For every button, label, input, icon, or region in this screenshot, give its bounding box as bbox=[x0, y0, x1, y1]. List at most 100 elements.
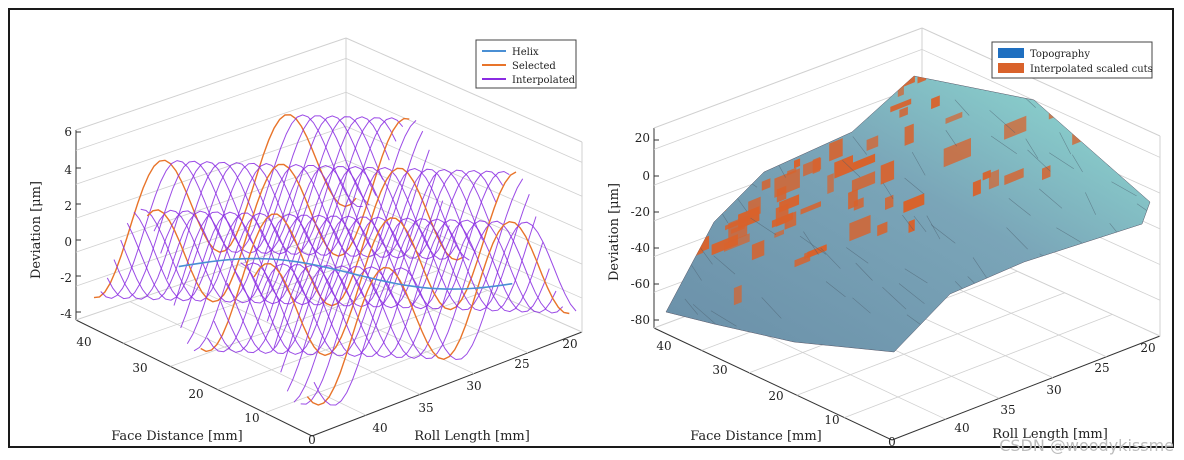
x-tick-label: 30 bbox=[712, 363, 727, 377]
cut-patch bbox=[800, 201, 821, 215]
cut-patch bbox=[1103, 12, 1131, 37]
x-tick-label: 40 bbox=[656, 339, 671, 353]
grid-line bbox=[345, 227, 583, 333]
legend: Helix Selected Interpolated bbox=[475, 39, 577, 89]
surface-streak bbox=[951, 293, 977, 316]
cut-patch bbox=[704, 52, 714, 65]
surface-streak bbox=[710, 310, 737, 327]
cut-patch bbox=[800, 12, 816, 14]
cut-patch bbox=[760, 152, 774, 162]
surface-streak bbox=[692, 304, 718, 327]
surface-streak bbox=[1006, 227, 1028, 250]
interpolated-profile-line bbox=[133, 117, 397, 302]
surface-streak bbox=[1116, 120, 1132, 138]
surface-streak bbox=[1027, 149, 1051, 172]
selected-profile-line bbox=[146, 117, 410, 303]
axis-line bbox=[75, 319, 313, 437]
cut-patch bbox=[1075, 14, 1099, 34]
surface-streak bbox=[713, 255, 736, 275]
cut-patch bbox=[731, 224, 745, 234]
surface-streak bbox=[1106, 330, 1119, 352]
cut-patch bbox=[865, 12, 884, 18]
cut-patch bbox=[774, 229, 785, 238]
interpolated-profile-line bbox=[173, 165, 437, 306]
z-tick-label: 6 bbox=[64, 125, 72, 139]
grid-line bbox=[345, 159, 583, 265]
cut-patch bbox=[947, 24, 967, 38]
interpolated-profile-line bbox=[293, 220, 557, 403]
surface-streak bbox=[1025, 138, 1039, 159]
cut-patch bbox=[705, 76, 721, 94]
z-tick-label: 0 bbox=[64, 235, 72, 249]
cut-patch bbox=[797, 88, 809, 109]
cut-patch bbox=[1041, 12, 1062, 33]
surface-streak bbox=[904, 268, 928, 284]
watermark-text: CSDN @woodykissme bbox=[999, 436, 1174, 455]
grid-line bbox=[921, 27, 1161, 137]
profile-lines bbox=[93, 114, 577, 406]
cut-patch bbox=[751, 239, 765, 261]
grid-line bbox=[75, 57, 347, 151]
cut-patch bbox=[724, 24, 747, 38]
cut-patch bbox=[1043, 86, 1056, 105]
legend-label: Selected bbox=[512, 61, 556, 72]
surface-streak bbox=[828, 97, 842, 121]
cut-patch bbox=[890, 98, 912, 113]
interpolated-profile-line bbox=[180, 165, 444, 329]
cut-patch bbox=[744, 58, 754, 70]
surface-streak bbox=[700, 247, 713, 265]
axis-line bbox=[891, 335, 1161, 441]
grid-line bbox=[653, 84, 923, 186]
axis-line bbox=[653, 327, 893, 441]
x-tick-label: 10 bbox=[824, 413, 839, 427]
surface-streak bbox=[749, 144, 769, 163]
cut-patch bbox=[714, 138, 726, 153]
x-tick-label: 0 bbox=[308, 433, 316, 447]
grid-line bbox=[796, 292, 1065, 396]
cut-patch bbox=[1004, 115, 1027, 140]
z-axis-label: Deviation [μm] bbox=[29, 181, 44, 279]
cut-patch bbox=[774, 76, 790, 89]
cut-patch bbox=[1079, 12, 1103, 28]
interpolated-profile-line bbox=[313, 221, 577, 406]
cut-patch bbox=[834, 155, 854, 179]
surface-streak bbox=[767, 95, 793, 112]
grid-line bbox=[844, 314, 1113, 418]
tick-labels: 20 0 -20 -40 -60 -80 40 30 20 10 0 40 35… bbox=[631, 131, 1156, 448]
cut-patch bbox=[982, 169, 991, 181]
cut-patch bbox=[829, 138, 843, 162]
z-tick-label: -40 bbox=[631, 241, 650, 255]
surface-streak bbox=[855, 262, 873, 281]
y-tick-label: 35 bbox=[1000, 403, 1015, 417]
cut-patch bbox=[877, 221, 888, 237]
surface-streak bbox=[1049, 152, 1074, 170]
cut-patch bbox=[787, 167, 797, 176]
surface-streak bbox=[852, 297, 871, 314]
surface-streak bbox=[930, 224, 956, 244]
cut-patch bbox=[943, 137, 972, 168]
grid-line bbox=[75, 193, 347, 287]
cut-patch bbox=[1134, 27, 1146, 39]
cut-patch bbox=[917, 76, 927, 84]
surface-streak bbox=[697, 325, 713, 348]
cut-patch bbox=[827, 12, 848, 23]
cut-patch bbox=[1071, 84, 1090, 111]
surface-streak bbox=[1085, 192, 1096, 215]
y-tick-label: 25 bbox=[514, 357, 529, 371]
grid-line bbox=[345, 125, 583, 231]
x-axis-label: Face Distance [mm] bbox=[111, 429, 243, 444]
x-tick-label: 10 bbox=[244, 411, 259, 425]
cut-patch bbox=[794, 158, 801, 169]
cut-patch bbox=[880, 160, 895, 185]
z-tick-label: 20 bbox=[635, 131, 650, 145]
z-tick-label: 4 bbox=[64, 163, 72, 177]
surface-streak bbox=[684, 298, 699, 315]
interpolated-profile-line bbox=[266, 194, 530, 357]
grid-line bbox=[129, 301, 367, 416]
z-tick-label: -2 bbox=[60, 271, 72, 285]
surface-streak bbox=[733, 135, 757, 157]
y-tick-label: 30 bbox=[1046, 383, 1061, 397]
cut-patch bbox=[671, 80, 685, 99]
surface-streak bbox=[1010, 322, 1029, 339]
z-tick-label: 0 bbox=[642, 169, 650, 183]
